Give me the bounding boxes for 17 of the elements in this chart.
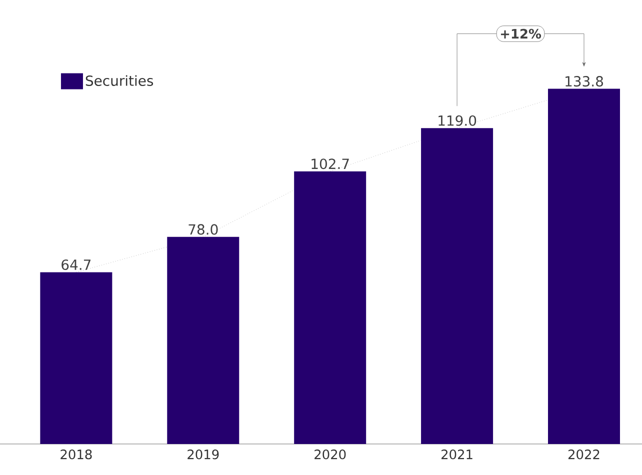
bar xyxy=(294,171,366,444)
x-tick-label: 2019 xyxy=(188,450,219,460)
bar xyxy=(40,272,112,444)
x-tick-label: 2018 xyxy=(60,450,92,460)
data-label: 78.0 xyxy=(188,224,218,235)
data-label: 102.7 xyxy=(312,158,349,170)
data-label: 64.7 xyxy=(62,259,91,270)
bar xyxy=(421,128,494,444)
text: +12% xyxy=(500,28,542,39)
x-tick-label: 2020 xyxy=(314,450,346,460)
data-label: 119.0 xyxy=(438,115,476,126)
x-tick-label: 2022 xyxy=(568,450,600,460)
legend-label: Securities xyxy=(86,75,154,86)
bar xyxy=(167,236,240,444)
bar xyxy=(548,88,620,444)
x-tick-label: 2021 xyxy=(442,450,472,460)
data-label: 133.8 xyxy=(566,76,603,87)
